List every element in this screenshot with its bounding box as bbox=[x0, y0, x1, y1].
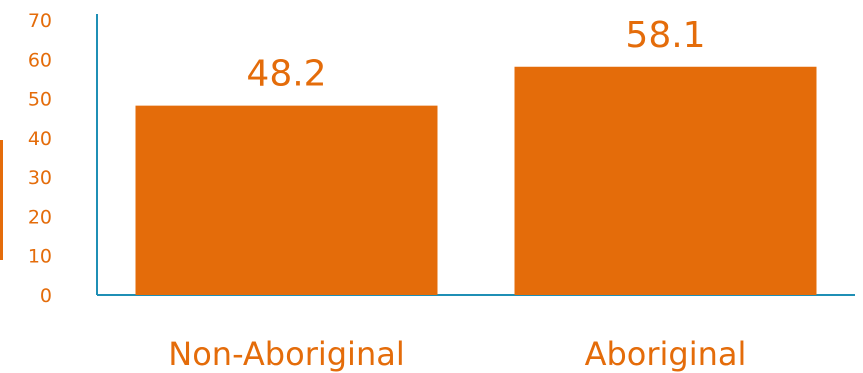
y-tick-label: 60 bbox=[28, 49, 52, 71]
y-tick-label: 0 bbox=[40, 285, 52, 307]
bars bbox=[135, 66, 817, 296]
category-labels: Non-Aboriginal Aboriginal bbox=[168, 335, 746, 373]
data-label: 58.1 bbox=[625, 15, 705, 56]
y-tick-label: 10 bbox=[28, 246, 52, 268]
y-tick-label: 50 bbox=[28, 89, 52, 111]
category-label: Aboriginal bbox=[585, 335, 747, 373]
category-label: Non-Aboriginal bbox=[168, 335, 404, 373]
y-tick-label: 40 bbox=[28, 128, 52, 150]
data-label: 48.2 bbox=[246, 54, 326, 95]
data-labels: 48.2 58.1 bbox=[246, 15, 705, 95]
y-tick-label: 20 bbox=[28, 206, 52, 228]
y-tick-label: 30 bbox=[28, 167, 52, 189]
y-axis-tick-labels: 0 10 20 30 40 50 60 70 bbox=[28, 10, 52, 307]
bar-1 bbox=[514, 66, 817, 295]
bar-0 bbox=[135, 105, 438, 296]
left-edge-mark bbox=[0, 140, 3, 260]
y-tick-label: 70 bbox=[28, 10, 52, 32]
